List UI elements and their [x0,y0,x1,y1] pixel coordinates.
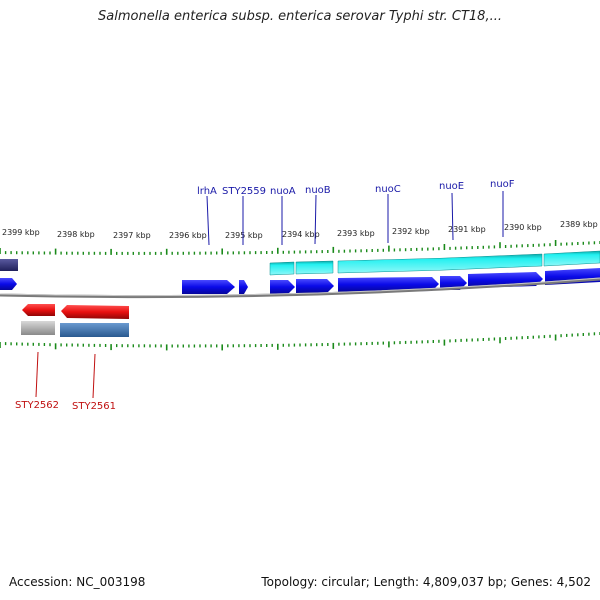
accession-label: Accession: NC_003198 [9,575,146,589]
leader-line [35,351,39,398]
gene-label-STY2562[interactable]: STY2562 [15,400,59,411]
gene-label-nuoF[interactable]: nuoF [490,179,515,190]
leader-line [206,195,210,246]
kbp-label: 2393 kbp [337,229,375,238]
gene-arrow-STY2562[interactable] [22,304,55,316]
kbp-label: 2392 kbp [392,227,430,236]
gene-arrow-nuoA[interactable] [270,280,295,294]
cds-feature[interactable] [543,250,600,267]
reverse-cds-track [21,321,129,337]
gene-label-nuoA[interactable]: nuoA [270,186,296,197]
forward-cds-track [0,250,600,276]
kbp-label: 2398 kbp [57,230,95,239]
reverse-gene-track [22,304,129,319]
cds-feature[interactable] [60,323,129,337]
kbp-label: 2397 kbp [113,231,151,240]
gene-arrow-left-edge[interactable] [0,278,17,290]
leader-line [451,192,454,241]
kbp-label: 2395 kbp [225,231,263,240]
cds-feature[interactable] [0,259,18,271]
gene-label-STY2559[interactable]: STY2559 [222,186,266,197]
cds-feature[interactable] [21,321,55,335]
kbp-label: 2390 kbp [504,223,542,232]
gene-arrow-nuoB[interactable] [296,279,334,293]
gene-label-nuoB[interactable]: nuoB [305,185,331,196]
gene-arrow-lrhA[interactable] [182,280,235,294]
gene-label-STY2561[interactable]: STY2561 [72,401,116,412]
kbp-scale-labels: 2399 kbp 2398 kbp 2397 kbp 2396 kbp 2395… [2,220,598,240]
gene-label-nuoE[interactable]: nuoE [439,181,464,192]
kbp-label: 2394 kbp [282,230,320,239]
reverse-gene-labels: STY2562 STY2561 [15,351,116,412]
genome-backbone-highlight [0,277,600,297]
genome-backbone [0,277,600,299]
outer-ticks [0,240,600,255]
gene-arrow-nuoC[interactable] [338,277,439,292]
kbp-label: 2389 kbp [560,220,598,229]
forward-gene-labels: lrhA STY2559 nuoA nuoB nuoC nuoE nuoF [197,179,515,246]
leader-line [92,353,96,399]
topology-label: Topology: circular; Length: 4,809,037 bp… [261,575,591,589]
cds-feature[interactable] [269,261,295,276]
inner-ticks [0,332,600,351]
kbp-label: 2391 kbp [448,225,486,234]
kbp-label: 2396 kbp [169,231,207,240]
leader-line [314,194,317,245]
kbp-label: 2399 kbp [2,228,40,237]
gene-arrow-STY2561[interactable] [61,305,129,319]
gene-arrow-STY2559[interactable] [239,280,248,294]
gene-label-lrhA[interactable]: lrhA [197,186,217,197]
map-title: Salmonella enterica subsp. enterica sero… [98,9,502,24]
cds-feature[interactable] [337,253,543,274]
gene-arrow-nuoE[interactable] [440,276,467,290]
cds-feature[interactable] [295,260,334,275]
gene-label-nuoC[interactable]: nuoC [375,184,401,195]
